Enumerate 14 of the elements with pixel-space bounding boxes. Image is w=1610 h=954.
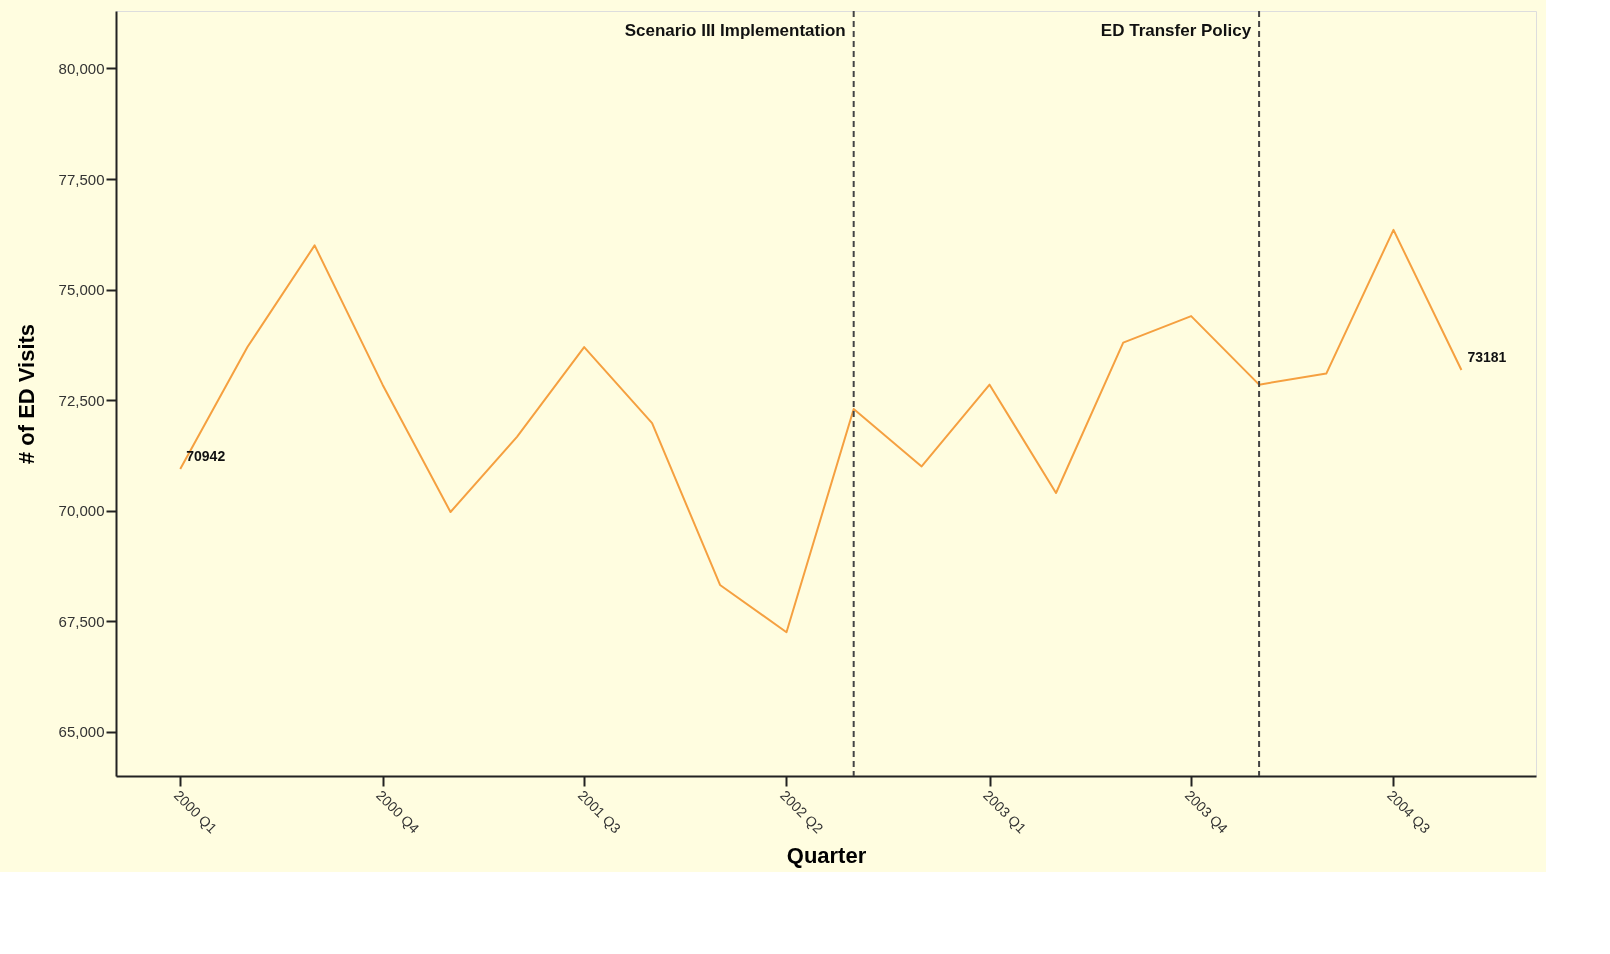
y-tick-label: 80,000 bbox=[58, 59, 105, 77]
y-tick-label: 70,000 bbox=[58, 502, 105, 520]
y-tick-label: 72,500 bbox=[58, 391, 105, 409]
data-label: 70942 bbox=[186, 448, 226, 465]
y-tick-label: 77,500 bbox=[58, 170, 105, 188]
line-series bbox=[179, 228, 1463, 634]
x-axis-title: Quarter bbox=[786, 843, 867, 869]
y-axis-title: # of ED Visits bbox=[13, 323, 39, 465]
ref-line-label: ED Transfer Policy bbox=[1100, 21, 1252, 40]
y-tick-label: 67,500 bbox=[58, 612, 105, 630]
ref-line-label: Scenario III Implementation bbox=[624, 21, 846, 40]
data-label: 73181 bbox=[1467, 349, 1507, 366]
y-tick-label: 65,000 bbox=[58, 723, 105, 741]
y-tick-label: 75,000 bbox=[58, 281, 105, 299]
